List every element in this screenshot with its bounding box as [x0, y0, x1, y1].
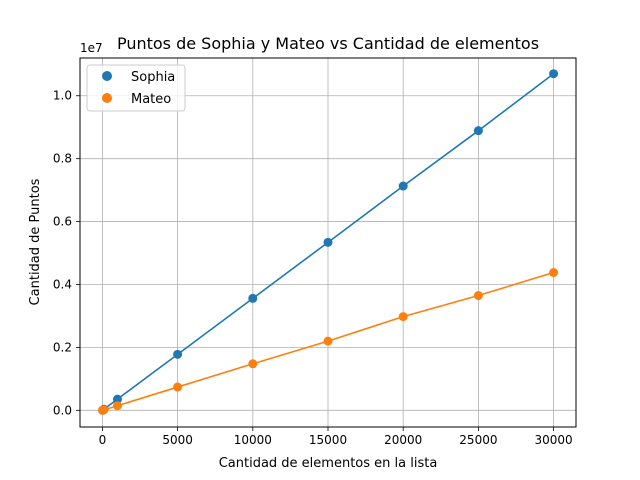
y-tick-label: 1.0: [53, 89, 72, 103]
data-point-sophia: [323, 237, 333, 247]
series-layer: [98, 69, 559, 415]
y-axis-label: Cantidad de Puntos: [28, 178, 43, 305]
y-tick-label: 0.4: [53, 277, 72, 291]
x-tick-label: 20000: [384, 433, 422, 447]
grid: [80, 58, 576, 427]
data-point-sophia: [248, 293, 258, 303]
x-tick-label: 10000: [234, 433, 272, 447]
data-point-mateo: [248, 359, 258, 369]
data-point-mateo: [173, 382, 183, 392]
data-point-mateo: [398, 312, 408, 322]
legend-marker-sophia: [102, 71, 112, 81]
legend: Sophia Mateo: [86, 64, 186, 112]
legend-marker-mateo: [102, 93, 112, 103]
y-tick-label: 0.2: [53, 340, 72, 354]
data-point-mateo: [549, 268, 559, 278]
y-axis-offset-label: 1e7: [80, 41, 103, 55]
data-point-mateo: [323, 336, 333, 346]
y-axis-ticks: 0.0 0.2 0.4 0.6 0.8 1.0: [53, 89, 80, 417]
data-point-mateo: [112, 401, 122, 411]
legend-label-sophia: Sophia: [131, 70, 175, 85]
data-point-sophia: [173, 349, 183, 359]
x-tick-label: 30000: [534, 433, 572, 447]
data-point-sophia: [473, 126, 483, 136]
chart-title: Puntos de Sophia y Mateo vs Cantidad de …: [117, 34, 539, 53]
data-point-sophia: [112, 394, 122, 404]
y-tick-label: 0.0: [53, 403, 72, 417]
x-tick-label: 25000: [459, 433, 497, 447]
legend-label-mateo: Mateo: [131, 92, 171, 107]
y-tick-label: 0.6: [53, 215, 72, 229]
data-point-sophia: [398, 181, 408, 191]
x-tick-label: 0: [99, 433, 107, 447]
x-tick-label: 15000: [309, 433, 347, 447]
x-axis-label: Cantidad de elementos en la lista: [219, 456, 438, 471]
data-point-mateo: [99, 405, 109, 415]
data-point-sophia: [549, 69, 559, 79]
data-point-mateo: [473, 291, 483, 301]
x-axis-ticks: 0 5000 10000 15000 20000 25000 30000: [99, 427, 573, 447]
x-tick-label: 5000: [162, 433, 193, 447]
y-tick-label: 0.8: [53, 152, 72, 166]
